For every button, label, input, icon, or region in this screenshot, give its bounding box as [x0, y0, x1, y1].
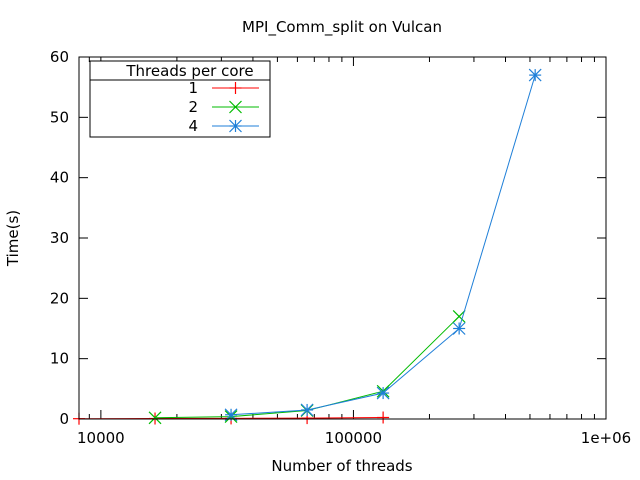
y-tick-label: 30: [50, 229, 69, 247]
plot-frame: [78, 56, 607, 420]
y-tick-label: 20: [50, 289, 69, 307]
series-4: [224, 68, 542, 422]
data-point-stroke: [300, 403, 314, 417]
legend-box: [89, 60, 271, 138]
data-point: [452, 322, 466, 335]
data-point-stroke: [452, 310, 466, 323]
y-tick-label: 40: [50, 169, 69, 187]
data-point-stroke: [528, 68, 542, 82]
data-point: [452, 310, 466, 323]
legend-label: 1: [188, 79, 198, 97]
legend-marker: [229, 100, 242, 114]
axis-ticks: 0 10 20 30 40 50 60 10000 100000 1e+06: [50, 48, 631, 447]
data-point-stroke: [376, 386, 390, 400]
y-axis-label: Time(s): [4, 210, 22, 267]
legend-marker-stroke: [229, 119, 242, 133]
legend-label: 2: [188, 98, 198, 116]
legend-label: 4: [188, 117, 198, 135]
data-point: [528, 68, 542, 82]
data-point-stroke: [148, 411, 162, 425]
data-point-stroke: [452, 322, 466, 335]
legend-marker: [229, 119, 242, 133]
legend: Threads per core 124: [89, 60, 271, 138]
legend-marker-stroke: [229, 100, 242, 114]
series-line: [231, 74, 536, 416]
data-point: [377, 411, 390, 424]
y-tick-label: 10: [50, 350, 69, 368]
x-tick-label: 100000: [325, 429, 382, 447]
x-tick-label: 1e+06: [581, 429, 631, 447]
series-layer: [73, 68, 542, 425]
legend-title: Threads per core: [125, 62, 253, 80]
data-point: [376, 386, 390, 400]
y-tick-label: 0: [59, 410, 69, 428]
data-point: [300, 403, 314, 417]
x-axis-label: Number of threads: [271, 457, 412, 475]
x-tick-label: 10000: [77, 429, 125, 447]
y-tick-label: 50: [50, 108, 69, 126]
data-point: [148, 411, 162, 425]
y-tick-label: 60: [50, 48, 69, 66]
chart-title: MPI_Comm_split on Vulcan: [242, 18, 442, 37]
legend-marker: [229, 82, 242, 94]
